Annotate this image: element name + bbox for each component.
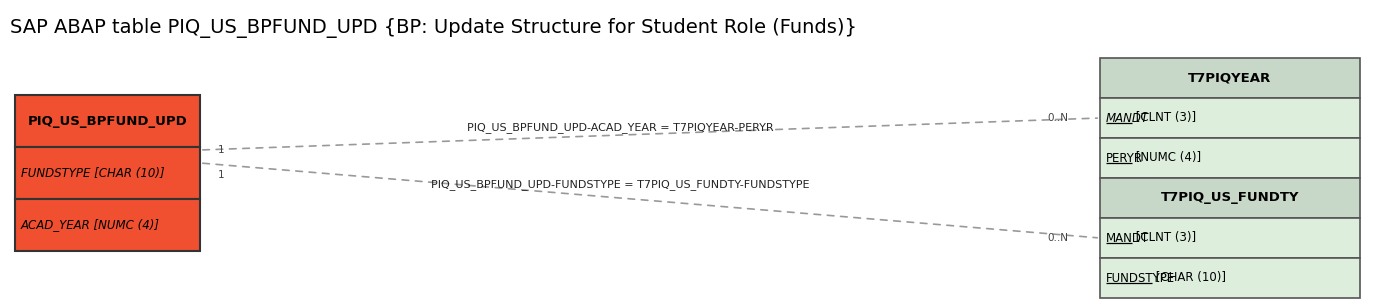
Text: PIQ_US_BPFUND_UPD-ACAD_YEAR = T7PIQYEAR-PERYR: PIQ_US_BPFUND_UPD-ACAD_YEAR = T7PIQYEAR-…	[466, 123, 773, 133]
Text: 1: 1	[217, 170, 224, 180]
Text: MANDT: MANDT	[1106, 232, 1149, 244]
Text: FUNDSTYPE [CHAR (10)]: FUNDSTYPE [CHAR (10)]	[21, 167, 165, 179]
Text: [NUMC (4)]: [NUMC (4)]	[1131, 151, 1201, 164]
Text: T7PIQ_US_FUNDTY: T7PIQ_US_FUNDTY	[1161, 192, 1299, 205]
Text: 1: 1	[217, 145, 224, 155]
Text: MANDT: MANDT	[1106, 112, 1149, 125]
Text: PIQ_US_BPFUND_UPD-FUNDSTYPE = T7PIQ_US_FUNDTY-FUNDSTYPE: PIQ_US_BPFUND_UPD-FUNDSTYPE = T7PIQ_US_F…	[431, 180, 809, 190]
FancyBboxPatch shape	[1099, 58, 1359, 98]
Text: SAP ABAP table PIQ_US_BPFUND_UPD {BP: Update Structure for Student Role (Funds)}: SAP ABAP table PIQ_US_BPFUND_UPD {BP: Up…	[10, 18, 857, 38]
Text: 0..N: 0..N	[1047, 233, 1068, 243]
Text: PIQ_US_BPFUND_UPD: PIQ_US_BPFUND_UPD	[28, 115, 187, 127]
Text: [CLNT (3)]: [CLNT (3)]	[1131, 232, 1196, 244]
Text: FUNDSTYPE: FUNDSTYPE	[1106, 271, 1175, 285]
FancyBboxPatch shape	[1099, 258, 1359, 298]
FancyBboxPatch shape	[15, 199, 200, 251]
Text: [CHAR (10)]: [CHAR (10)]	[1152, 271, 1226, 285]
Text: [CLNT (3)]: [CLNT (3)]	[1131, 112, 1196, 125]
FancyBboxPatch shape	[1099, 98, 1359, 138]
Text: PERYR: PERYR	[1106, 151, 1143, 164]
Text: ACAD_YEAR [NUMC (4)]: ACAD_YEAR [NUMC (4)]	[21, 219, 160, 232]
FancyBboxPatch shape	[1099, 178, 1359, 218]
FancyBboxPatch shape	[1099, 138, 1359, 178]
FancyBboxPatch shape	[15, 95, 200, 147]
Text: T7PIQYEAR: T7PIQYEAR	[1189, 71, 1271, 85]
FancyBboxPatch shape	[15, 147, 200, 199]
Text: 0..N: 0..N	[1047, 113, 1068, 123]
FancyBboxPatch shape	[1099, 218, 1359, 258]
